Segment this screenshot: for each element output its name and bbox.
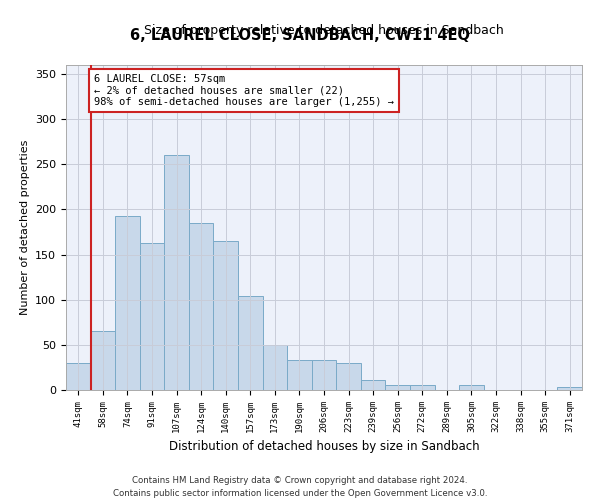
Bar — [361, 380, 385, 390]
Text: 6 LAUREL CLOSE: 57sqm
← 2% of detached houses are smaller (22)
98% of semi-detac: 6 LAUREL CLOSE: 57sqm ← 2% of detached h… — [94, 74, 394, 107]
Bar — [287, 360, 312, 390]
Bar — [66, 363, 91, 390]
Bar — [385, 386, 410, 390]
Bar — [91, 332, 115, 390]
Bar — [459, 386, 484, 390]
Y-axis label: Number of detached properties: Number of detached properties — [20, 140, 29, 315]
Bar — [189, 223, 214, 390]
X-axis label: Distribution of detached houses by size in Sandbach: Distribution of detached houses by size … — [169, 440, 479, 454]
Bar — [140, 243, 164, 390]
Bar — [312, 360, 336, 390]
Bar — [238, 296, 263, 390]
Bar — [115, 216, 140, 390]
Text: Contains HM Land Registry data © Crown copyright and database right 2024.
Contai: Contains HM Land Registry data © Crown c… — [113, 476, 487, 498]
Bar — [263, 345, 287, 390]
Bar — [557, 388, 582, 390]
Title: Size of property relative to detached houses in Sandbach: Size of property relative to detached ho… — [144, 24, 504, 38]
Text: 6, LAUREL CLOSE, SANDBACH, CW11 4EQ: 6, LAUREL CLOSE, SANDBACH, CW11 4EQ — [130, 28, 470, 42]
Bar — [410, 386, 434, 390]
Bar — [214, 241, 238, 390]
Bar — [336, 363, 361, 390]
Bar — [164, 156, 189, 390]
